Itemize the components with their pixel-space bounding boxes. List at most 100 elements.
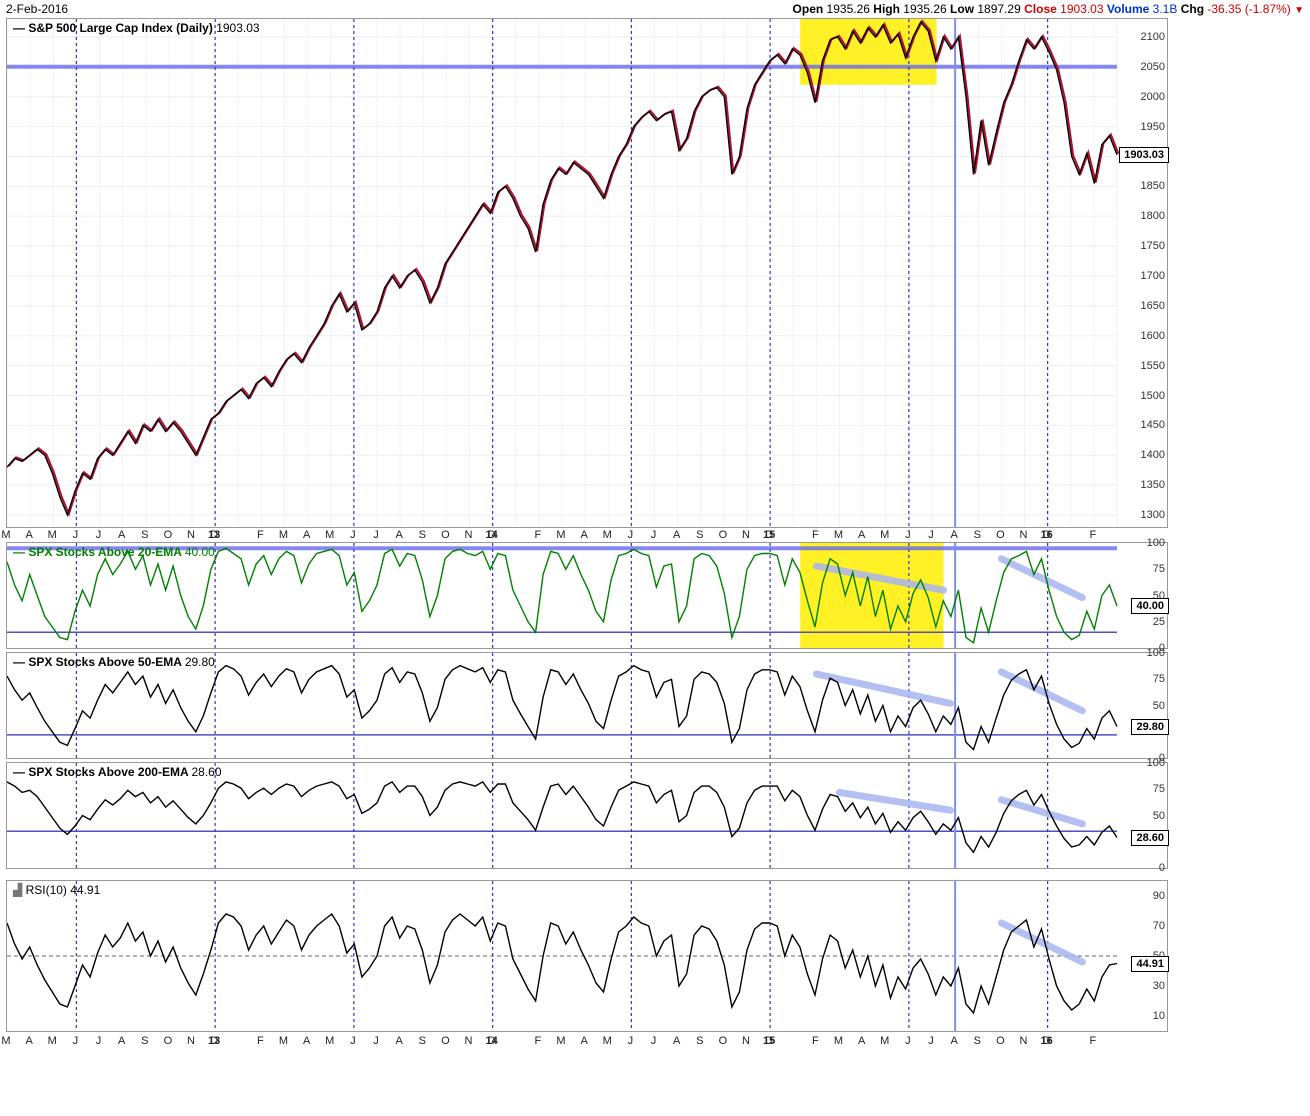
xaxis-month: O [719, 529, 728, 541]
volume-label: Volume [1107, 2, 1149, 16]
xaxis-year: 15 [763, 1035, 775, 1047]
xaxis-month: N [187, 529, 195, 541]
xaxis-month: N [465, 1035, 473, 1047]
xaxis-month: M [1, 1035, 10, 1047]
xaxis-month: M [48, 1035, 57, 1047]
high-label: High [873, 2, 900, 16]
header-row: 2-Feb-2016 Open 1935.26 High 1935.26 Low… [0, 0, 1310, 16]
xaxis-month: A [673, 529, 680, 541]
xaxis-month: J [628, 529, 634, 541]
xaxis-month: J [928, 529, 934, 541]
xaxis-month: M [48, 529, 57, 541]
xaxis-month: A [395, 1035, 402, 1047]
xaxis-month: A [395, 529, 402, 541]
xaxis-month: O [164, 1035, 173, 1047]
panel-p3: — SPX Stocks Above 50-EMA 29.80025507510… [6, 652, 1168, 759]
xaxis-month: M [603, 1035, 612, 1047]
xaxis-month: N [1020, 529, 1028, 541]
xaxis-month: M [834, 529, 843, 541]
xaxis-month: A [950, 1035, 957, 1047]
xaxis-month: F [257, 529, 264, 541]
xaxis-month: F [257, 1035, 264, 1047]
xaxis-month: J [651, 529, 657, 541]
xaxis-month: A [673, 1035, 680, 1047]
xaxis-month: S [141, 529, 148, 541]
xaxis-month: M [325, 529, 334, 541]
xaxis-month: J [373, 1035, 379, 1047]
xaxis-lower: MAMJJASONDFMAMJJASONDFMAMJJASONDFMAMJJAS… [6, 1033, 1166, 1051]
xaxis-month: J [96, 529, 102, 541]
xaxis-month: S [696, 529, 703, 541]
xaxis-month: M [603, 529, 612, 541]
panel-p2: — SPX Stocks Above 20-EMA 40.00025507510… [6, 542, 1168, 649]
xaxis-month: J [928, 1035, 934, 1047]
xaxis-year: 13 [208, 529, 220, 541]
xaxis-month: F [535, 529, 542, 541]
xaxis-month: N [742, 529, 750, 541]
xaxis-month: S [419, 529, 426, 541]
close-value: 1903.03 [1060, 2, 1103, 16]
header-ohlc: Open 1935.26 High 1935.26 Low 1897.29 Cl… [793, 2, 1304, 16]
chg-label: Chg [1181, 2, 1204, 16]
xaxis-month: O [441, 529, 450, 541]
xaxis-month: O [719, 1035, 728, 1047]
open-value: 1935.26 [827, 2, 870, 16]
xaxis-month: A [25, 529, 32, 541]
header-date: 2-Feb-2016 [6, 2, 68, 16]
current-value-box: 40.00 [1131, 598, 1169, 614]
xaxis-year: 16 [1041, 529, 1053, 541]
xaxis-month: M [325, 1035, 334, 1047]
panel-p4: — SPX Stocks Above 200-EMA 28.6002550751… [6, 762, 1168, 869]
xaxis-month: N [1020, 1035, 1028, 1047]
xaxis-month: F [812, 1035, 819, 1047]
xaxis-month: N [742, 1035, 750, 1047]
volume-value: 3.1B [1153, 2, 1178, 16]
xaxis-month: M [834, 1035, 843, 1047]
xaxis-month: M [279, 529, 288, 541]
xaxis-month: J [73, 529, 79, 541]
panel-p1: — S&P 500 Large Cap Index (Daily) 1903.0… [6, 18, 1168, 528]
xaxis-month: O [441, 1035, 450, 1047]
xaxis-year: 13 [208, 1035, 220, 1047]
xaxis-month: S [696, 1035, 703, 1047]
xaxis-month: O [996, 1035, 1005, 1047]
xaxis-month: S [419, 1035, 426, 1047]
low-label: Low [950, 2, 974, 16]
xaxis-year: 14 [486, 529, 498, 541]
xaxis-year: 15 [763, 529, 775, 541]
xaxis-month: S [974, 1035, 981, 1047]
xaxis-year: 16 [1041, 1035, 1053, 1047]
xaxis-month: A [118, 529, 125, 541]
panel-title-p3: — SPX Stocks Above 50-EMA 29.80 [13, 655, 215, 669]
low-value: 1897.29 [977, 2, 1020, 16]
xaxis-month: F [535, 1035, 542, 1047]
xaxis-month: J [350, 529, 356, 541]
xaxis-month: J [96, 1035, 102, 1047]
xaxis-month: O [996, 529, 1005, 541]
xaxis-month: F [812, 529, 819, 541]
panel-title-p4: — SPX Stocks Above 200-EMA 28.60 [13, 765, 222, 779]
xaxis-month: M [1, 529, 10, 541]
xaxis-month: J [651, 1035, 657, 1047]
xaxis-month: M [279, 1035, 288, 1047]
xaxis-month: A [118, 1035, 125, 1047]
xaxis-month: M [556, 1035, 565, 1047]
xaxis-month: A [858, 1035, 865, 1047]
xaxis-month: N [465, 529, 473, 541]
high-value: 1935.26 [903, 2, 946, 16]
xaxis-month: M [556, 529, 565, 541]
xaxis-month: A [858, 529, 865, 541]
xaxis-month: J [373, 529, 379, 541]
panel-title-p2: — SPX Stocks Above 20-EMA 40.00 [13, 545, 215, 559]
xaxis-month: N [187, 1035, 195, 1047]
xaxis-month: J [905, 1035, 911, 1047]
xaxis-month: S [974, 529, 981, 541]
xaxis-month: M [880, 529, 889, 541]
panel-title-p5: ▟ RSI(10) 44.91 [13, 883, 100, 897]
xaxis-year: 14 [486, 1035, 498, 1047]
panel-p5: ▟ RSI(10) 44.91103050709044.91 [6, 880, 1168, 1032]
xaxis-month: A [303, 1035, 310, 1047]
open-label: Open [793, 2, 824, 16]
xaxis-month: A [950, 529, 957, 541]
current-value-box: 44.91 [1131, 956, 1169, 972]
